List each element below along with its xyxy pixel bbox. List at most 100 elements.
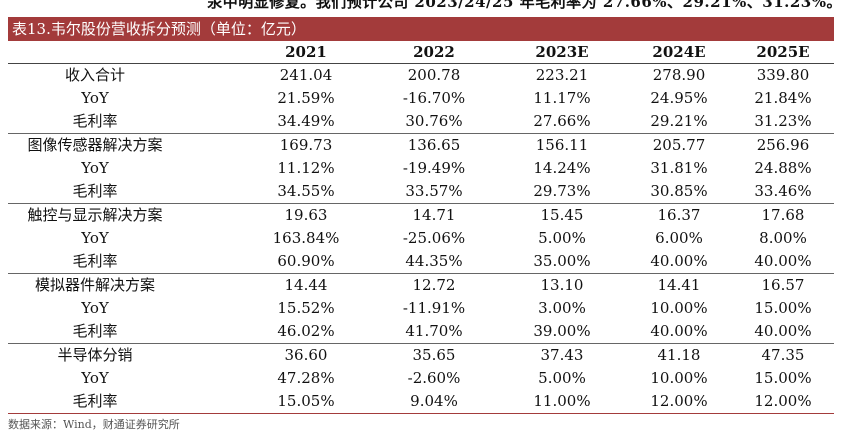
value-cell: 14.24% [533, 159, 591, 177]
value-cell: 3.00% [538, 299, 586, 317]
row-label-text: 毛利率 [72, 392, 118, 410]
value-cell: 19.63 [284, 206, 328, 224]
row-label: 毛利率 [8, 110, 242, 134]
value-cell: 12.72 [412, 276, 456, 294]
row-label: YoY [8, 297, 242, 320]
value-cell: 169.73 [279, 136, 333, 154]
value-cell: 41.18 [657, 346, 701, 364]
value-cell: 136.65 [407, 136, 461, 154]
value-cell: 40.00% [626, 250, 732, 274]
row-label-text: YoY [81, 89, 109, 107]
table-row: YoY 21.59% -16.70% 11.17% 24.95% 21.84% [8, 87, 834, 110]
table-row: 半导体分销 36.60 35.65 37.43 41.18 47.35 [8, 344, 834, 368]
table-row: YoY 163.84% -25.06% 5.00% 6.00% 8.00% [8, 227, 834, 250]
row-label-text: 模拟器件解决方案 [34, 276, 155, 294]
value-cell: 27.66% [498, 110, 626, 134]
value-cell: -2.60% [407, 369, 461, 387]
value-cell: 15.05% [242, 390, 370, 414]
value-cell: 30.85% [626, 180, 732, 204]
value-cell: 37.43 [540, 346, 584, 364]
value-cell: 256.96 [756, 136, 810, 154]
value-cell: 11.00% [498, 390, 626, 414]
table-row: YoY 15.52% -11.91% 3.00% 10.00% 15.00% [8, 297, 834, 320]
value-cell: 31.81% [650, 159, 708, 177]
row-label-text: YoY [81, 369, 109, 387]
value-cell: 31.23% [732, 110, 834, 134]
value-cell: 21.59% [277, 89, 335, 107]
table-row: 图像传感器解决方案 169.73 136.65 156.11 205.77 256.96 [8, 134, 834, 158]
value-cell: 9.04% [370, 390, 498, 414]
value-cell: 17.68 [761, 206, 805, 224]
value-cell: 15.52% [277, 299, 335, 317]
table-row: 毛利率 34.55% 33.57% 29.73% 30.85% 33.46% [8, 180, 834, 204]
forecast-table: 2021 2022 2023E 2024E 2025E 收入合计 241.04 20… [8, 41, 834, 414]
value-cell: 24.95% [650, 89, 708, 107]
header-cell: 2021 [242, 41, 370, 64]
table-row: YoY 11.12% -19.49% 14.24% 31.81% 24.88% [8, 157, 834, 180]
value-cell: 21.84% [754, 89, 812, 107]
header-cell: 2025E [732, 41, 834, 64]
row-label-text: 触控与显示解决方案 [27, 206, 163, 224]
value-cell: 47.28% [277, 369, 335, 387]
value-cell: 5.00% [538, 369, 586, 387]
value-cell: 8.00% [759, 229, 807, 247]
value-cell: 223.21 [535, 66, 589, 84]
value-cell: 156.11 [535, 136, 589, 154]
value-cell: 40.00% [732, 320, 834, 344]
row-label: YoY [8, 157, 242, 180]
row-label: YoY [8, 227, 242, 250]
row-label-text: 图像传感器解决方案 [27, 136, 163, 154]
value-cell: 11.12% [277, 159, 335, 177]
table-title: 表13.韦尔股份营收拆分预测（单位：亿元） [8, 17, 834, 41]
value-cell: 33.57% [370, 180, 498, 204]
row-label-text: 毛利率 [72, 252, 118, 270]
value-cell: 30.76% [370, 110, 498, 134]
row-label: 毛利率 [8, 390, 242, 414]
value-cell: 34.49% [242, 110, 370, 134]
value-cell: -19.49% [402, 159, 466, 177]
value-cell: 16.57 [761, 276, 805, 294]
value-cell: 200.78 [407, 66, 461, 84]
row-label: YoY [8, 367, 242, 390]
value-cell: 29.21% [626, 110, 732, 134]
row-label: YoY [8, 87, 242, 110]
value-cell: 14.71 [412, 206, 456, 224]
value-cell: 33.46% [732, 180, 834, 204]
row-label-text: 毛利率 [72, 112, 118, 130]
value-cell: 10.00% [650, 369, 708, 387]
value-cell: 41.70% [370, 320, 498, 344]
value-cell: 46.02% [242, 320, 370, 344]
row-label: 毛利率 [8, 180, 242, 204]
table-row: 毛利率 60.90% 44.35% 35.00% 40.00% 40.00% [8, 250, 834, 274]
header-cell [8, 41, 242, 64]
value-cell: 24.88% [754, 159, 812, 177]
value-cell: 12.00% [732, 390, 834, 414]
value-cell: 11.17% [533, 89, 591, 107]
value-cell: 13.10 [540, 276, 584, 294]
value-cell: 339.80 [756, 66, 810, 84]
row-label-text: 收入合计 [64, 66, 125, 84]
row-label-text: YoY [81, 299, 109, 317]
row-label: 收入合计 [8, 64, 242, 88]
table-header-row: 2021 2022 2023E 2024E 2025E [8, 41, 834, 64]
value-cell: 39.00% [498, 320, 626, 344]
header-cell: 2022 [370, 41, 498, 64]
value-cell: 6.00% [655, 229, 703, 247]
value-cell: -16.70% [402, 89, 466, 107]
header-cell: 2023E [498, 41, 626, 64]
value-cell: -25.06% [402, 229, 466, 247]
value-cell: 5.00% [538, 229, 586, 247]
value-cell: 12.00% [626, 390, 732, 414]
value-cell: 278.90 [652, 66, 706, 84]
value-cell: 34.55% [242, 180, 370, 204]
table-row: 毛利率 15.05% 9.04% 11.00% 12.00% 12.00% [8, 390, 834, 414]
value-cell: 14.41 [657, 276, 701, 294]
value-cell: 241.04 [279, 66, 333, 84]
row-label-text: 毛利率 [72, 182, 118, 200]
value-cell: 15.45 [540, 206, 584, 224]
header-cell: 2024E [626, 41, 732, 64]
row-label-text: YoY [81, 159, 109, 177]
value-cell: 10.00% [650, 299, 708, 317]
value-cell: 35.00% [498, 250, 626, 274]
table-row: YoY 47.28% -2.60% 5.00% 10.00% 15.00% [8, 367, 834, 390]
